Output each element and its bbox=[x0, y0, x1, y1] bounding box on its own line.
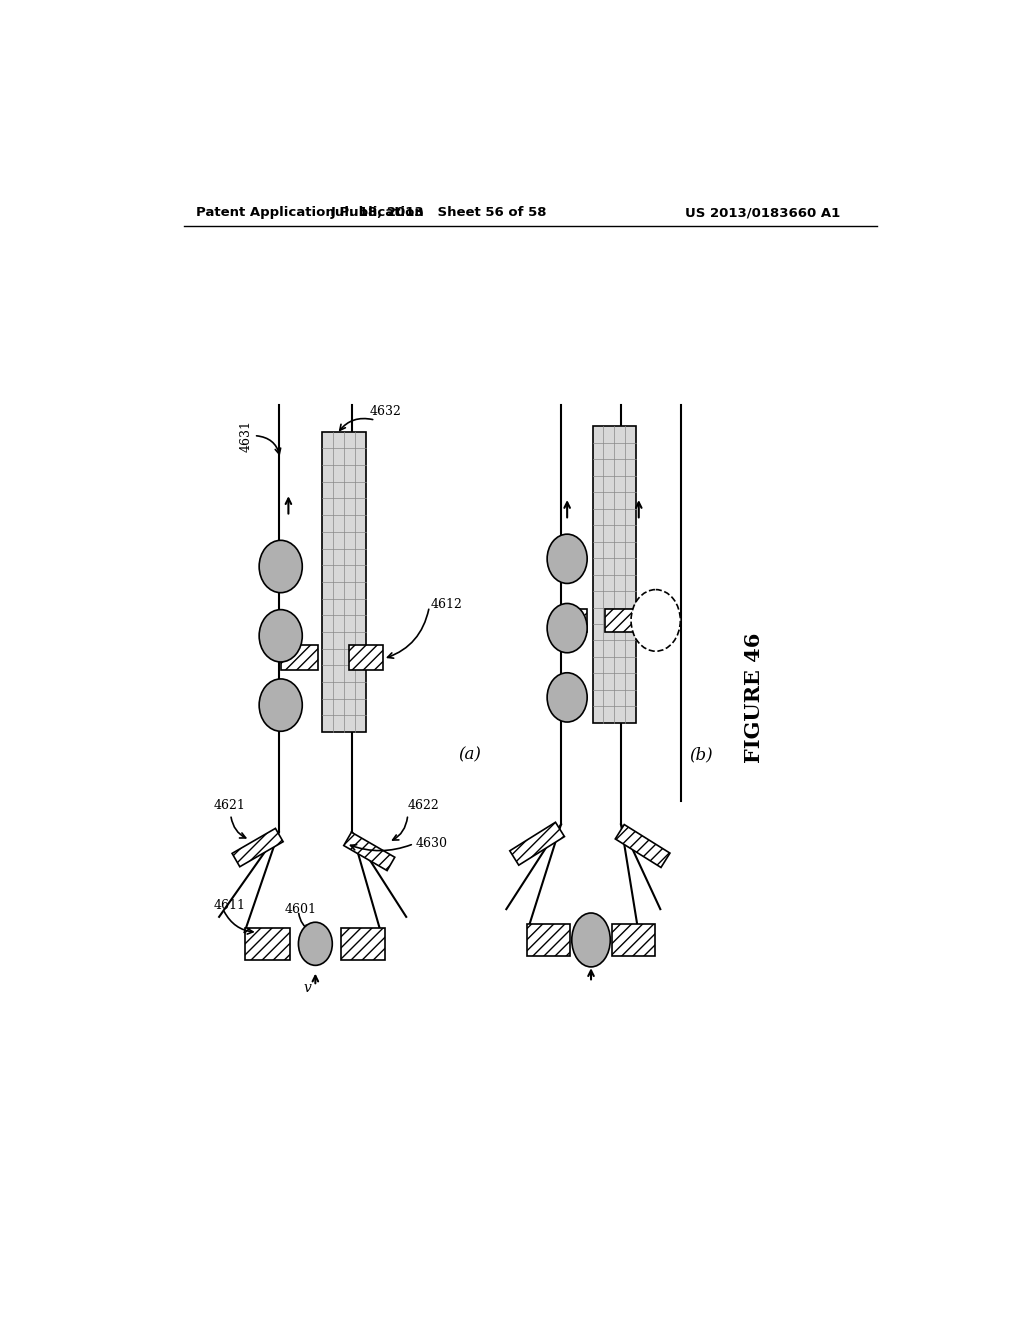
Polygon shape bbox=[344, 832, 395, 871]
Ellipse shape bbox=[631, 590, 680, 651]
Text: 4622: 4622 bbox=[408, 799, 439, 812]
Text: 4612: 4612 bbox=[431, 598, 463, 611]
Polygon shape bbox=[556, 609, 587, 632]
Polygon shape bbox=[510, 822, 564, 865]
Text: Jul. 18, 2013   Sheet 56 of 58: Jul. 18, 2013 Sheet 56 of 58 bbox=[331, 206, 547, 219]
Ellipse shape bbox=[547, 673, 587, 722]
Polygon shape bbox=[341, 928, 385, 960]
Text: 4630: 4630 bbox=[416, 837, 447, 850]
Ellipse shape bbox=[547, 603, 587, 653]
Text: Patent Application Publication: Patent Application Publication bbox=[196, 206, 424, 219]
Polygon shape bbox=[605, 609, 636, 632]
Polygon shape bbox=[612, 924, 654, 956]
Text: 4611: 4611 bbox=[214, 899, 246, 912]
Text: 4631: 4631 bbox=[240, 420, 253, 453]
Polygon shape bbox=[615, 825, 670, 867]
Polygon shape bbox=[246, 928, 290, 960]
Ellipse shape bbox=[259, 610, 302, 663]
Polygon shape bbox=[349, 645, 383, 669]
Ellipse shape bbox=[259, 540, 302, 593]
Ellipse shape bbox=[259, 678, 302, 731]
Polygon shape bbox=[282, 645, 318, 669]
Text: v: v bbox=[303, 981, 311, 994]
Text: 4621: 4621 bbox=[214, 799, 246, 812]
Ellipse shape bbox=[298, 923, 333, 965]
Polygon shape bbox=[232, 829, 283, 867]
Bar bbox=[322, 432, 367, 733]
Ellipse shape bbox=[571, 913, 610, 966]
Text: 4601: 4601 bbox=[285, 903, 316, 916]
Polygon shape bbox=[527, 924, 569, 956]
Text: (b): (b) bbox=[689, 746, 713, 763]
Text: 4632: 4632 bbox=[370, 405, 401, 418]
Text: US 2013/0183660 A1: US 2013/0183660 A1 bbox=[685, 206, 841, 219]
Ellipse shape bbox=[547, 535, 587, 583]
Text: FIGURE 46: FIGURE 46 bbox=[744, 632, 764, 763]
Bar bbox=[593, 426, 636, 723]
Text: (a): (a) bbox=[458, 746, 480, 763]
